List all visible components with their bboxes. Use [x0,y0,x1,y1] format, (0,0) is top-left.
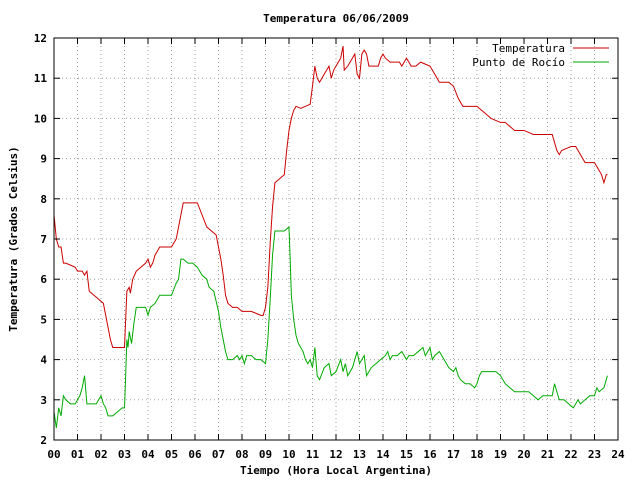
y-tick-label: 6 [40,273,47,286]
x-tick-label: 14 [376,448,390,461]
x-tick-label: 24 [611,448,625,461]
x-tick-label: 04 [141,448,155,461]
x-tick-label: 00 [47,448,60,461]
y-tick-label: 7 [40,233,47,246]
x-tick-label: 18 [470,448,483,461]
y-tick-label: 5 [40,313,47,326]
x-tick-label: 15 [400,448,413,461]
x-tick-label: 12 [329,448,342,461]
x-tick-labels: 00 01 02 03 04 05 06 07 08 09 10 11 12 13 14 15 16 17 18 19… [47,448,625,461]
legend: Temperatura Punto de Rocío [472,42,609,69]
y-tick-label: 9 [40,153,47,166]
x-tick-label: 10 [282,448,295,461]
x-tick-label: 05 [165,448,178,461]
legend-label-temperatura: Temperatura [492,42,565,55]
y-tick-label: 12 [34,32,47,45]
tick-marks [53,37,619,441]
x-tick-label: 22 [564,448,577,461]
x-tick-label: 08 [235,448,248,461]
x-tick-label: 16 [423,448,437,461]
y-tick-label: 10 [34,112,47,125]
y-tick-label: 4 [40,354,47,367]
y-tick-labels: 2 3 4 5 6 7 8 9 10 11 12 [34,32,48,447]
x-tick-label: 11 [306,448,320,461]
x-axis-label: Tiempo (Hora Local Argentina) [240,464,432,477]
x-tick-label: 01 [71,448,85,461]
y-tick-label: 8 [40,193,47,206]
x-tick-label: 09 [259,448,272,461]
x-tick-label: 19 [494,448,507,461]
series-lines [53,45,608,429]
x-tick-label: 20 [517,448,530,461]
series-line-temperatura [53,45,608,349]
y-tick-label: 11 [34,72,48,85]
x-tick-label: 02 [94,448,107,461]
y-tick-label: 2 [40,434,47,447]
x-tick-label: 06 [188,448,202,461]
series-line-punto-de-rocio [53,225,608,429]
x-tick-label: 17 [447,448,460,461]
x-tick-label: 07 [212,448,225,461]
x-tick-label: 23 [588,448,601,461]
y-tick-label: 3 [40,394,47,407]
x-tick-label: 21 [541,448,555,461]
legend-label-punto-de-rocio: Punto de Rocío [472,56,565,69]
x-tick-label: 03 [118,448,131,461]
y-axis-label: Temperatura (Grados Celsius) [7,146,20,331]
x-tick-label: 13 [353,448,366,461]
chart-title: Temperatura 06/06/2009 [263,12,409,25]
